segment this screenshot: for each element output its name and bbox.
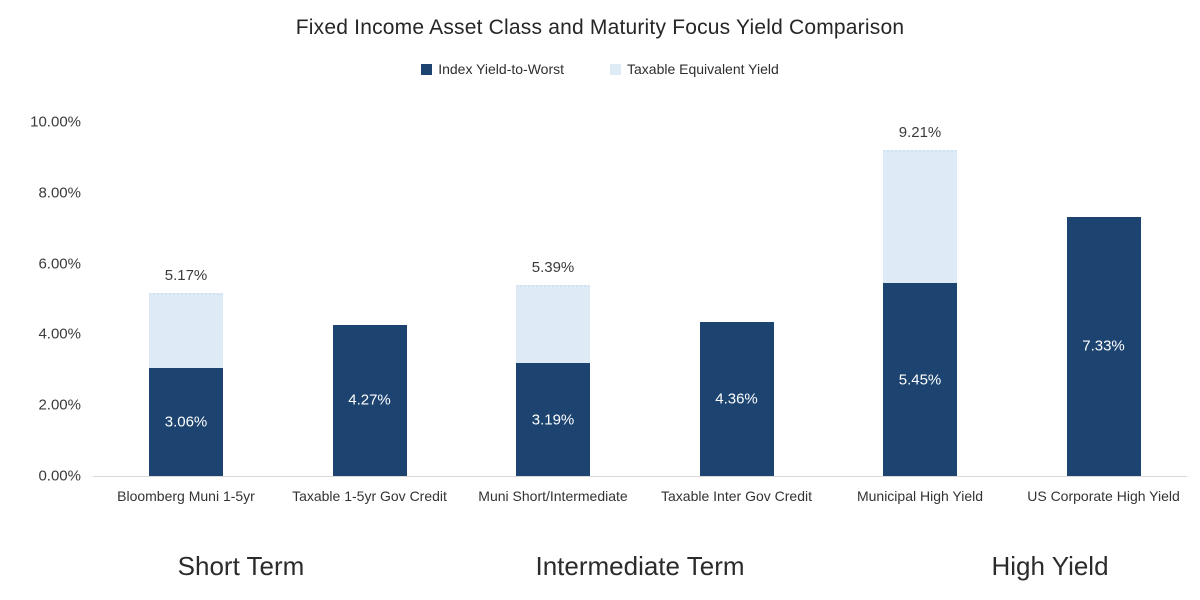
bar-segment-index-yield [699,321,774,476]
category-label: Taxable 1-5yr Gov Credit [292,488,447,504]
legend-item-index-yield: Index Yield-to-Worst [421,61,564,77]
category-label: US Corporate High Yield [1027,488,1180,504]
total-value-label: 9.21% [898,123,942,141]
category-label: Taxable Inter Gov Credit [661,488,812,504]
bar-segment-index-yield [516,363,590,476]
group-label: High Yield [991,551,1109,581]
chart-legend: Index Yield-to-Worst Taxable Equivalent … [0,61,1200,77]
index-yield-swatch-icon [421,63,433,75]
bar-segment-taxable-equivalent [149,292,223,368]
bar-segment-index-yield [1066,216,1141,476]
group-label: Intermediate Term [535,551,745,581]
total-value-label: 5.39% [531,259,575,277]
taxable-equivalent-swatch-icon [610,63,621,75]
bar-value-label: 5.45% [898,371,942,389]
chart-title: Fixed Income Asset Class and Maturity Fo… [295,16,905,39]
y-axis-tick-label: 2.00% [38,396,81,414]
x-axis-line [93,476,1187,477]
category-label: Bloomberg Muni 1-5yr [117,488,255,504]
y-axis-tick-label: 6.00% [38,255,81,273]
y-axis-tick-label: 10.00% [30,113,81,131]
legend-label-index-yield: Index Yield-to-Worst [438,61,564,77]
bar-segment-index-yield [332,324,407,476]
bar-value-label: 3.19% [531,411,575,429]
total-value-label: 5.17% [164,266,208,284]
bar-segment-index-yield [149,367,223,476]
y-axis-tick-label: 0.00% [38,467,81,485]
bar-value-label: 4.27% [348,391,391,409]
category-label: Municipal High Yield [856,488,984,504]
bar-segment-index-yield [883,283,957,476]
bar-value-label: 7.33% [1082,337,1125,355]
group-label: Short Term [177,551,305,581]
category-label: Muni Short/Intermediate [478,488,628,504]
bar-value-label: 3.06% [164,413,208,431]
y-axis-tick-label: 8.00% [38,184,81,202]
bar-value-label: 4.36% [715,390,758,408]
bar-segment-taxable-equivalent [883,149,957,284]
legend-item-taxable-equivalent: Taxable Equivalent Yield [610,61,779,77]
legend-label-taxable-equivalent: Taxable Equivalent Yield [627,61,779,77]
y-axis-tick-label: 4.00% [38,325,81,343]
bar-segment-taxable-equivalent [516,285,590,364]
